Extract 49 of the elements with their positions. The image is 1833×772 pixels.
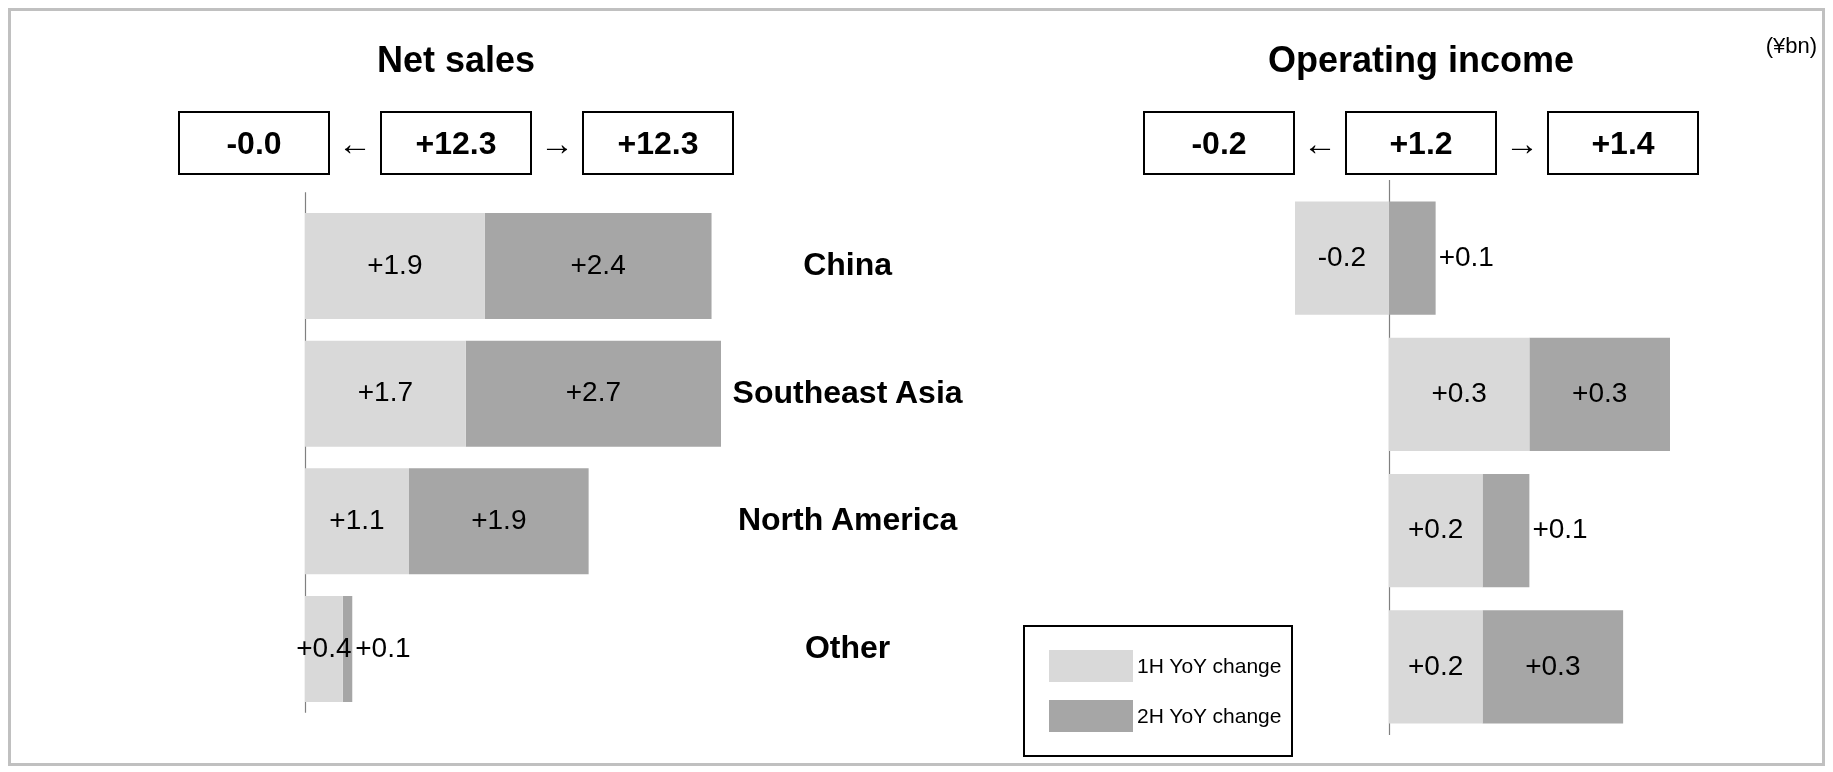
text: → <box>1504 123 1540 163</box>
bar <box>305 468 409 575</box>
data-label: +0.2 <box>1407 513 1464 545</box>
data-label: +0.1 <box>1438 240 1494 272</box>
text: (¥bn) <box>1765 33 1817 59</box>
bar <box>1388 337 1530 451</box>
text: ← <box>1302 123 1338 163</box>
text: +1.2 <box>1345 111 1497 175</box>
text: +12.3 <box>380 111 532 175</box>
legend-label: 1H YoY change <box>1137 654 1282 678</box>
bar <box>305 213 485 319</box>
bar <box>465 340 721 447</box>
bar <box>1388 474 1483 588</box>
bar <box>305 340 466 447</box>
data-label: +1.9 <box>367 248 423 280</box>
text: -0.0 <box>178 111 330 175</box>
data-label: +0.3 <box>1431 377 1487 409</box>
y-tick-label: Southeast Asia <box>732 373 963 410</box>
data-label: +0.1 <box>1532 513 1588 545</box>
y-tick-label: China <box>803 245 893 282</box>
data-label: +0.4 <box>296 631 352 663</box>
data-label: +2.7 <box>565 376 621 408</box>
y-tick-label: Other <box>804 628 891 665</box>
chart-title: Net sales <box>375 39 537 81</box>
text: +12.3 <box>582 111 734 175</box>
y-tick-label: North America <box>737 501 958 538</box>
bar <box>1295 201 1389 315</box>
text: -0.2 <box>1143 111 1295 175</box>
data-label: -0.2 <box>1317 240 1366 272</box>
bar <box>1388 610 1483 724</box>
text: +1.4 <box>1547 111 1699 175</box>
text: → <box>539 123 575 163</box>
bar <box>484 213 712 319</box>
data-label: +0.3 <box>1572 377 1628 409</box>
bar <box>1388 201 1436 315</box>
chart-title: Operating income <box>1266 39 1576 81</box>
bar <box>1529 337 1670 451</box>
bar <box>1482 474 1530 588</box>
text: ← <box>337 123 373 163</box>
data-label: +0.1 <box>355 631 411 663</box>
data-label: +0.2 <box>1407 649 1464 681</box>
legend-label: 2H YoY change <box>1137 704 1282 728</box>
data-label: +1.9 <box>471 504 527 536</box>
data-label: +0.3 <box>1525 649 1581 681</box>
data-label: +1.7 <box>357 376 413 408</box>
bar <box>1482 610 1624 724</box>
data-label: +2.4 <box>570 248 626 280</box>
bar <box>409 468 589 575</box>
data-label: +1.1 <box>329 504 385 536</box>
